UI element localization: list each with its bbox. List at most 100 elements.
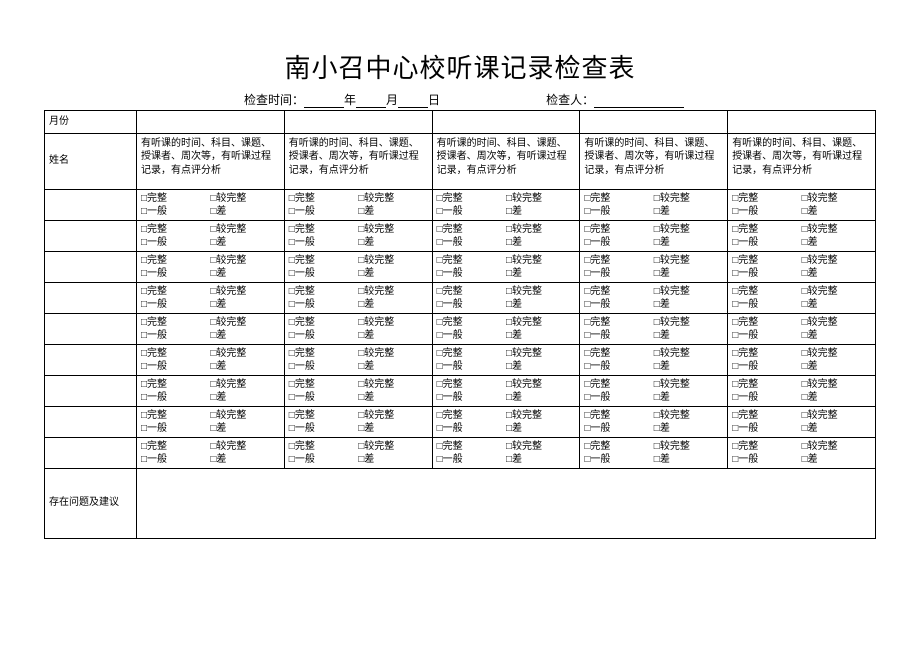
opt-complete[interactable]: □完整 xyxy=(289,254,358,268)
opt-complete[interactable]: □完整 xyxy=(437,316,506,330)
opt-average[interactable]: □一般 xyxy=(141,453,210,467)
opt-poor[interactable]: □差 xyxy=(210,267,279,281)
opt-mostly[interactable]: □较完整 xyxy=(358,347,427,361)
opt-complete[interactable]: □完整 xyxy=(732,192,801,206)
opt-mostly[interactable]: □较完整 xyxy=(654,409,723,423)
opt-average[interactable]: □一般 xyxy=(732,298,801,312)
opt-average[interactable]: □一般 xyxy=(437,267,506,281)
opt-mostly[interactable]: □较完整 xyxy=(358,316,427,330)
opt-average[interactable]: □一般 xyxy=(584,453,653,467)
opt-complete[interactable]: □完整 xyxy=(732,347,801,361)
opt-complete[interactable]: □完整 xyxy=(141,316,210,330)
opt-mostly[interactable]: □较完整 xyxy=(210,378,279,392)
opt-average[interactable]: □一般 xyxy=(437,422,506,436)
opt-mostly[interactable]: □较完整 xyxy=(654,192,723,206)
opt-complete[interactable]: □完整 xyxy=(584,316,653,330)
blank-year[interactable] xyxy=(304,94,344,108)
opt-average[interactable]: □一般 xyxy=(584,391,653,405)
opt-mostly[interactable]: □较完整 xyxy=(358,409,427,423)
opt-complete[interactable]: □完整 xyxy=(437,192,506,206)
opt-average[interactable]: □一般 xyxy=(437,236,506,250)
opt-complete[interactable]: □完整 xyxy=(732,285,801,299)
opt-complete[interactable]: □完整 xyxy=(141,254,210,268)
opt-average[interactable]: □一般 xyxy=(732,267,801,281)
opt-poor[interactable]: □差 xyxy=(358,391,427,405)
opt-complete[interactable]: □完整 xyxy=(437,440,506,454)
opt-mostly[interactable]: □较完整 xyxy=(802,254,871,268)
opt-mostly[interactable]: □较完整 xyxy=(210,254,279,268)
opt-complete[interactable]: □完整 xyxy=(584,223,653,237)
opt-mostly[interactable]: □较完整 xyxy=(654,347,723,361)
opt-poor[interactable]: □差 xyxy=(654,422,723,436)
opt-mostly[interactable]: □较完整 xyxy=(358,285,427,299)
opt-poor[interactable]: □差 xyxy=(506,391,575,405)
opt-poor[interactable]: □差 xyxy=(358,360,427,374)
opt-mostly[interactable]: □较完整 xyxy=(506,378,575,392)
opt-mostly[interactable]: □较完整 xyxy=(506,440,575,454)
opt-mostly[interactable]: □较完整 xyxy=(654,378,723,392)
opt-mostly[interactable]: □较完整 xyxy=(654,316,723,330)
opt-average[interactable]: □一般 xyxy=(141,391,210,405)
opt-poor[interactable]: □差 xyxy=(358,453,427,467)
opt-average[interactable]: □一般 xyxy=(732,205,801,219)
opt-complete[interactable]: □完整 xyxy=(437,223,506,237)
opt-average[interactable]: □一般 xyxy=(289,205,358,219)
opt-complete[interactable]: □完整 xyxy=(584,285,653,299)
opt-mostly[interactable]: □较完整 xyxy=(802,223,871,237)
opt-average[interactable]: □一般 xyxy=(141,422,210,436)
opt-complete[interactable]: □完整 xyxy=(141,378,210,392)
opt-poor[interactable]: □差 xyxy=(802,453,871,467)
opt-poor[interactable]: □差 xyxy=(802,267,871,281)
opt-average[interactable]: □一般 xyxy=(584,267,653,281)
opt-mostly[interactable]: □较完整 xyxy=(358,254,427,268)
opt-poor[interactable]: □差 xyxy=(802,236,871,250)
opt-complete[interactable]: □完整 xyxy=(584,347,653,361)
opt-average[interactable]: □一般 xyxy=(732,329,801,343)
opt-complete[interactable]: □完整 xyxy=(289,440,358,454)
opt-poor[interactable]: □差 xyxy=(654,329,723,343)
opt-mostly[interactable]: □较完整 xyxy=(654,223,723,237)
opt-poor[interactable]: □差 xyxy=(506,422,575,436)
opt-complete[interactable]: □完整 xyxy=(437,378,506,392)
opt-poor[interactable]: □差 xyxy=(210,205,279,219)
opt-complete[interactable]: □完整 xyxy=(141,192,210,206)
opt-poor[interactable]: □差 xyxy=(654,267,723,281)
opt-mostly[interactable]: □较完整 xyxy=(358,440,427,454)
opt-mostly[interactable]: □较完整 xyxy=(654,285,723,299)
opt-complete[interactable]: □完整 xyxy=(584,440,653,454)
opt-average[interactable]: □一般 xyxy=(732,453,801,467)
opt-poor[interactable]: □差 xyxy=(802,422,871,436)
opt-poor[interactable]: □差 xyxy=(654,236,723,250)
opt-complete[interactable]: □完整 xyxy=(437,347,506,361)
opt-poor[interactable]: □差 xyxy=(654,298,723,312)
opt-mostly[interactable]: □较完整 xyxy=(506,254,575,268)
opt-complete[interactable]: □完整 xyxy=(289,285,358,299)
opt-average[interactable]: □一般 xyxy=(584,360,653,374)
opt-average[interactable]: □一般 xyxy=(437,298,506,312)
opt-average[interactable]: □一般 xyxy=(141,267,210,281)
opt-poor[interactable]: □差 xyxy=(506,329,575,343)
opt-average[interactable]: □一般 xyxy=(289,422,358,436)
opt-mostly[interactable]: □较完整 xyxy=(210,347,279,361)
opt-mostly[interactable]: □较完整 xyxy=(506,409,575,423)
opt-complete[interactable]: □完整 xyxy=(141,347,210,361)
opt-mostly[interactable]: □较完整 xyxy=(802,192,871,206)
opt-complete[interactable]: □完整 xyxy=(584,409,653,423)
opt-poor[interactable]: □差 xyxy=(506,267,575,281)
opt-average[interactable]: □一般 xyxy=(584,236,653,250)
opt-poor[interactable]: □差 xyxy=(210,236,279,250)
opt-mostly[interactable]: □较完整 xyxy=(802,285,871,299)
opt-mostly[interactable]: □较完整 xyxy=(506,285,575,299)
opt-poor[interactable]: □差 xyxy=(358,267,427,281)
opt-complete[interactable]: □完整 xyxy=(141,409,210,423)
opt-complete[interactable]: □完整 xyxy=(437,285,506,299)
opt-mostly[interactable]: □较完整 xyxy=(802,316,871,330)
opt-average[interactable]: □一般 xyxy=(289,391,358,405)
opt-complete[interactable]: □完整 xyxy=(732,440,801,454)
opt-complete[interactable]: □完整 xyxy=(289,378,358,392)
opt-complete[interactable]: □完整 xyxy=(289,192,358,206)
opt-poor[interactable]: □差 xyxy=(802,360,871,374)
opt-poor[interactable]: □差 xyxy=(210,422,279,436)
opt-complete[interactable]: □完整 xyxy=(289,316,358,330)
opt-mostly[interactable]: □较完整 xyxy=(802,378,871,392)
